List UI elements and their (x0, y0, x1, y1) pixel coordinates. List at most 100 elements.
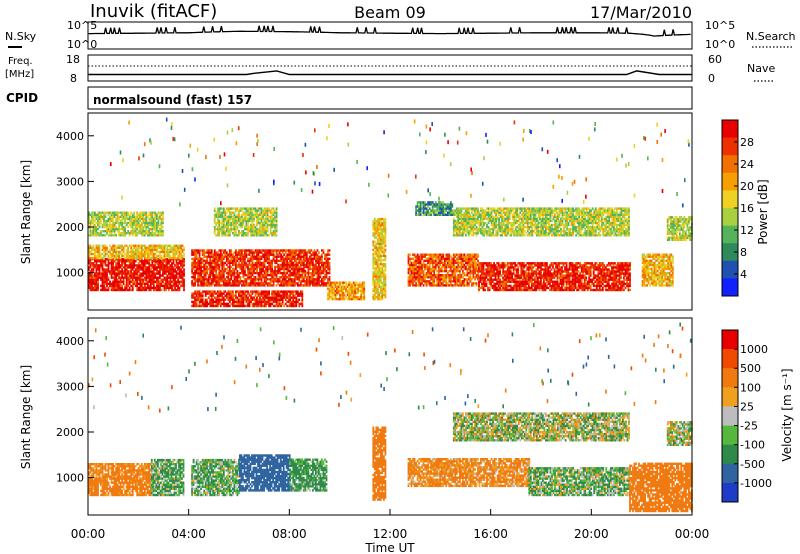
heatmap-cell (194, 284, 196, 287)
heatmap-cell (216, 284, 219, 287)
heatmap-cell (373, 234, 376, 237)
heatmap-cell (146, 262, 149, 265)
heatmap-cell (322, 282, 325, 285)
heatmap-cell (143, 248, 146, 252)
heatmap-cell (209, 294, 212, 297)
heatmap-cell (119, 215, 122, 218)
heatmap-cell (124, 211, 126, 214)
heatmap-cell (213, 263, 216, 267)
heatmap-cell (207, 278, 210, 281)
heatmap-cell (236, 271, 239, 275)
heatmap-cell (163, 268, 166, 271)
heatmap-cell (248, 257, 251, 260)
heatmap-cell (148, 272, 151, 275)
heatmap-cell (169, 276, 172, 279)
heatmap-cell (177, 262, 179, 265)
heatmap-cell (94, 274, 96, 277)
heatmap-cell (181, 276, 184, 279)
heatmap-cell (159, 280, 161, 283)
heatmap-cell (230, 253, 233, 256)
heatmap-cell (242, 257, 245, 260)
heatmap-cell (319, 271, 322, 275)
heatmap-cell (169, 278, 172, 281)
heatmap-cell (110, 286, 113, 290)
heatmap-cell (154, 286, 157, 290)
heatmap-cell (152, 286, 155, 290)
heatmap-cell (149, 282, 152, 285)
heatmap-cell (206, 280, 209, 283)
heatmap-cell (250, 259, 252, 262)
heatmap-cell (122, 254, 125, 258)
heatmap-cell (113, 254, 116, 258)
heatmap-cell (149, 272, 152, 275)
heatmap-cell (281, 255, 284, 258)
heatmap-cell (266, 253, 269, 256)
heatmap-cell (321, 253, 323, 256)
heatmap-cell (133, 232, 136, 235)
heatmap-cell (134, 244, 137, 247)
heatmap-cell (101, 280, 104, 283)
heatmap-cell (137, 221, 140, 225)
heatmap-cell (235, 276, 237, 279)
heatmap-cell (101, 234, 104, 237)
nave-label: Nave (747, 62, 775, 75)
heatmap-cell (119, 286, 122, 290)
heatmap-cell (134, 260, 137, 263)
heatmap-cell (256, 255, 258, 258)
heatmap-cell (152, 217, 155, 221)
heatmap-cell (292, 263, 295, 267)
heatmap-cell (169, 250, 172, 254)
heatmap-cell (163, 270, 166, 273)
heatmap-cell (110, 223, 113, 227)
heatmap-cell (152, 264, 155, 267)
heatmap-cell (286, 259, 289, 262)
heatmap-cell (215, 292, 218, 295)
nsearch-label: N.Search (746, 30, 796, 43)
heatmap-cell (201, 249, 204, 252)
heatmap-cell (115, 280, 117, 283)
heatmap-cell (95, 286, 98, 290)
heatmap-cell (216, 280, 219, 283)
heatmap-cell (124, 272, 126, 275)
heatmap-cell (275, 225, 278, 229)
heatmap-cell (103, 282, 105, 285)
heatmap-cell (113, 276, 116, 279)
heatmap-cell (224, 255, 227, 258)
heatmap-cell (213, 284, 216, 287)
heatmap-cell (140, 211, 143, 214)
heatmap-cell (113, 278, 116, 281)
heatmap-cell (104, 221, 107, 225)
heatmap-cell (198, 251, 201, 254)
heatmap-cell (131, 227, 134, 231)
heatmap-cell (107, 288, 110, 292)
heatmap-cell (235, 230, 237, 233)
heatmap-cell (257, 263, 260, 267)
heatmap-cell (259, 263, 261, 267)
heatmap-cell (131, 274, 134, 277)
heatmap-cell (228, 296, 231, 299)
heatmap-cell (160, 225, 163, 229)
heatmap-cell (203, 276, 206, 279)
heatmap-cell (104, 276, 107, 279)
heatmap-cell (143, 230, 146, 233)
heatmap-cell (149, 286, 152, 290)
heatmap-cell (200, 274, 202, 277)
heatmap-cell (107, 219, 110, 223)
heatmap-cell (97, 215, 99, 218)
heatmap-cell (287, 276, 290, 279)
heatmap-cell (174, 284, 176, 288)
heatmap-cell (269, 265, 272, 269)
heatmap-cell (207, 280, 210, 283)
heatmap-cell (309, 263, 311, 267)
heatmap-cell (156, 221, 158, 225)
heatmap-cell (94, 232, 96, 235)
heatmap-cell (130, 219, 133, 223)
heatmap-cell (292, 251, 295, 254)
heatmap-cell (242, 265, 245, 269)
heatmap-cell (98, 260, 101, 263)
heatmap-cell (283, 274, 286, 277)
heatmap-cell (160, 264, 163, 267)
heatmap-cell (232, 292, 234, 295)
heatmap-cell (225, 282, 228, 285)
heatmap-cell (315, 255, 317, 258)
